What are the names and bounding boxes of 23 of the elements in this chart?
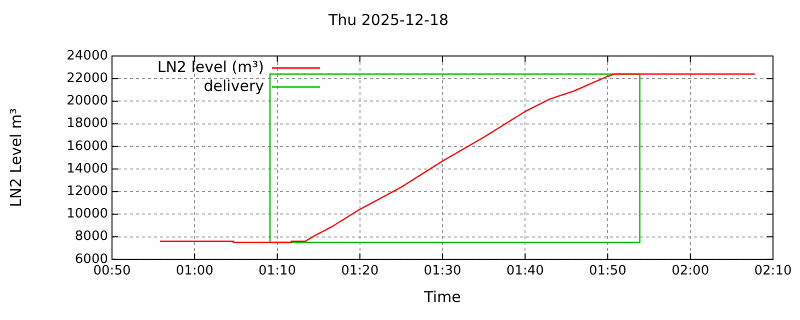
legend-label: LN2 level (m³): [157, 58, 264, 76]
y-tick-label: 20000: [66, 94, 108, 109]
x-tick-label: 01:00: [176, 264, 214, 279]
x-tick-label: 01:40: [506, 264, 544, 279]
x-tick-label: 01:50: [588, 264, 626, 279]
x-tick-label: 00:50: [93, 264, 131, 279]
y-tick-label: 22000: [66, 70, 108, 86]
x-tick-label: 01:30: [424, 264, 462, 279]
x-tick-label: 01:10: [258, 264, 296, 279]
x-tick-label: 02:00: [672, 264, 710, 279]
y-tick-label: 24000: [66, 48, 108, 64]
chart-title: Thu 2025-12-18: [327, 10, 449, 29]
y-tick-label: 16000: [66, 138, 108, 154]
y-tick-label: 8000: [74, 229, 108, 244]
x-tick-label: 01:20: [341, 264, 379, 279]
x-axis-title: Time: [423, 288, 461, 306]
x-tick-label: 02:10: [754, 264, 792, 279]
legend-label: delivery: [204, 76, 264, 95]
y-tick-label: 12000: [66, 184, 108, 199]
y-tick-label: 18000: [66, 116, 108, 132]
y-tick-label: 14000: [66, 161, 108, 176]
y-tick-label: 10000: [66, 206, 108, 222]
y-axis-title: LN2 Level m³: [6, 108, 25, 208]
